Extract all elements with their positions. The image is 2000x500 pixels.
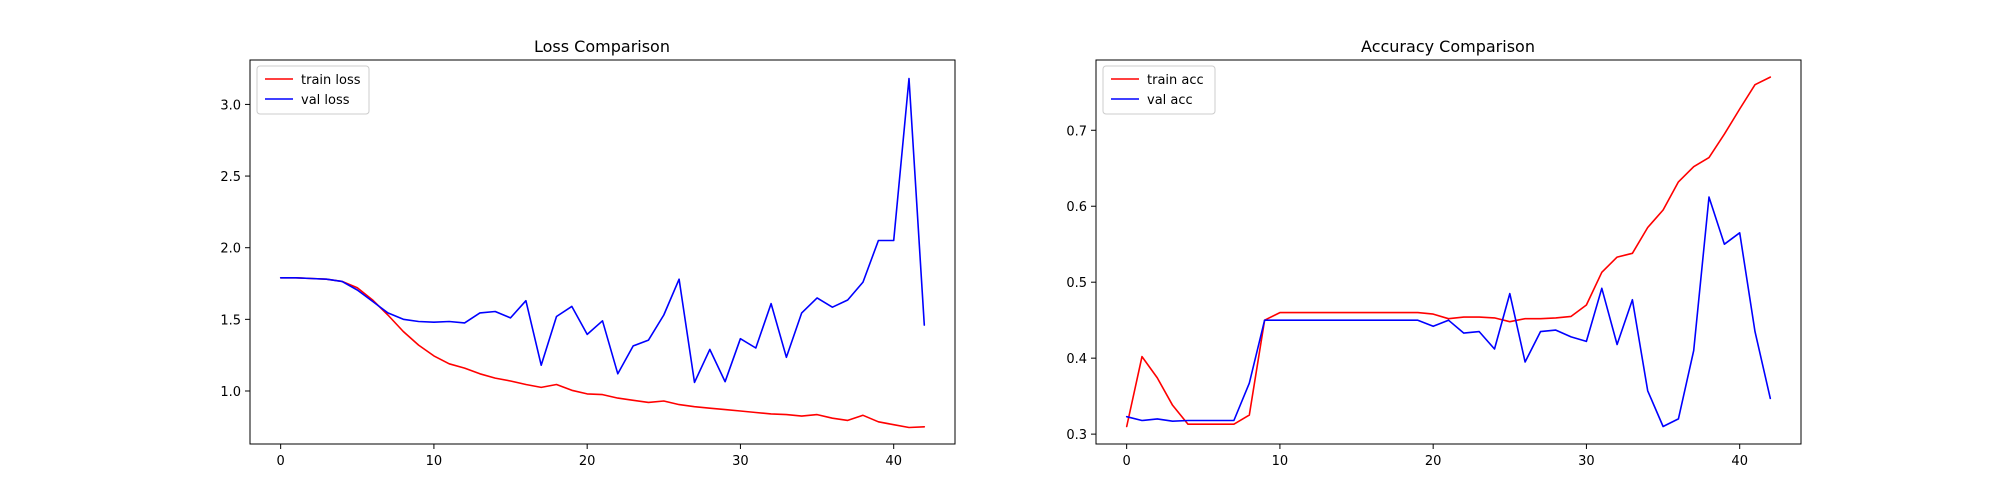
x-tick-label: 10: [1272, 454, 1289, 469]
x-tick-label: 40: [885, 454, 902, 469]
y-tick-label: 0.7: [1066, 124, 1087, 139]
series-line-train-acc: [1125, 76, 1772, 428]
series-layer: [1125, 76, 1772, 428]
x-axis: 0 10 20 30 40: [277, 444, 902, 469]
y-tick-label: 1.0: [220, 385, 241, 400]
x-tick-label: 30: [1578, 454, 1595, 469]
chart-title: Accuracy Comparison: [1361, 37, 1535, 56]
axes-frame: [1095, 59, 1802, 445]
y-tick-label: 2.5: [220, 170, 241, 185]
y-tick-label: 0.3: [1066, 428, 1087, 443]
legend-label-train-loss: train loss: [301, 73, 361, 88]
legend-label-train-acc: train acc: [1147, 73, 1204, 88]
series-line-val-loss: [279, 77, 926, 384]
y-tick-label: 0.4: [1066, 352, 1087, 367]
legend-box: [256, 65, 370, 115]
x-tick-label: 20: [1425, 454, 1442, 469]
legend-label-val-acc: val acc: [1147, 93, 1193, 108]
loss-chart: Loss Comparison 0 10 20 30 40 1.0 1.5 2.0 2.5 3.…: [220, 37, 956, 469]
series-line-train-loss: [279, 276, 926, 429]
x-axis: 0 10 20 30 40: [1123, 444, 1748, 469]
legend-label-val-loss: val loss: [301, 93, 350, 108]
y-tick-label: 1.5: [220, 313, 241, 328]
y-tick-label: 3.0: [220, 98, 241, 113]
series-line-val-acc: [1125, 196, 1772, 428]
y-tick-label: 0.6: [1066, 200, 1087, 215]
y-axis: 1.0 1.5 2.0 2.5 3.0: [220, 98, 250, 400]
legend: train loss val loss: [256, 65, 370, 115]
x-tick-label: 0: [1123, 454, 1131, 469]
y-axis: 0.3 0.4 0.5 0.6 0.7: [1066, 124, 1096, 443]
legend: train acc val acc: [1102, 65, 1216, 115]
series-layer: [279, 77, 926, 429]
x-tick-label: 40: [1731, 454, 1748, 469]
x-tick-label: 20: [579, 454, 596, 469]
x-tick-label: 30: [732, 454, 749, 469]
x-tick-label: 0: [277, 454, 285, 469]
y-tick-label: 0.5: [1066, 276, 1087, 291]
chart-title: Loss Comparison: [534, 37, 670, 56]
axes-frame: [249, 59, 956, 445]
y-tick-label: 2.0: [220, 242, 241, 257]
accuracy-chart: Accuracy Comparison 0 10 20 30 40 0.30.40.50…: [1066, 37, 1802, 469]
legend-box: [1102, 65, 1216, 115]
x-tick-label: 10: [426, 454, 443, 469]
